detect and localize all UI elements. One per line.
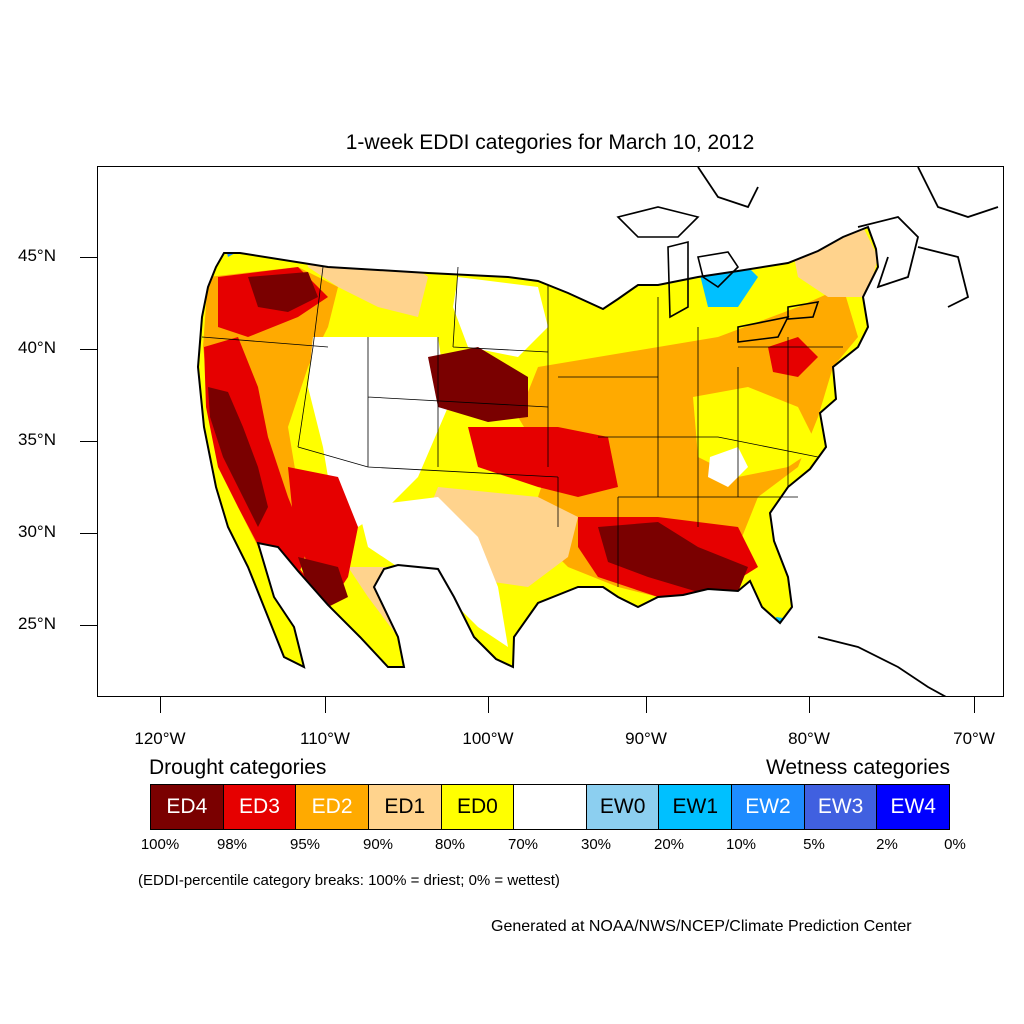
lon-tick-110 <box>325 697 326 713</box>
legend-box-ew2: EW2 <box>732 785 805 829</box>
legend-box-ed0: ED0 <box>441 785 515 829</box>
legend-box-ed4: ED4 <box>151 785 224 829</box>
fill-ed4-baja <box>298 557 348 607</box>
fill-ew0-montana <box>266 177 303 217</box>
break-label-95: 95% <box>289 836 321 853</box>
fill-neutral-upper-midwest <box>538 227 638 287</box>
lat-label-45: 45°N <box>18 246 56 265</box>
map-boundaries <box>196 167 999 696</box>
fill-ed4-oregon <box>248 272 318 312</box>
category-breaks-note: (EDDI-percentile category breaks: 100% =… <box>138 872 560 889</box>
lat-tick-40 <box>80 349 97 350</box>
break-label-30: 30% <box>580 836 612 853</box>
legend-box-ew3: EW3 <box>804 785 878 829</box>
eddi-category-fill <box>198 177 878 667</box>
credit-line: Generated at NOAA/NWS/NCEP/Climate Predi… <box>491 918 912 935</box>
fill-ed4-california <box>208 387 268 527</box>
lon-label-80: 80°W <box>788 729 830 748</box>
legend-box-neutral <box>514 785 587 829</box>
legend-box-ew4: EW4 <box>877 785 950 829</box>
lat-tick-30 <box>80 533 97 534</box>
break-label-0: 0% <box>944 836 966 853</box>
lon-tick-90 <box>646 697 647 713</box>
drought-categories-heading: Drought categories <box>149 756 327 779</box>
lon-label-70: 70°W <box>953 729 995 748</box>
legend-box-ew0: EW0 <box>586 785 660 829</box>
fill-ed4-nebraska <box>428 347 528 422</box>
lat-label-35: 35°N <box>18 430 56 449</box>
lon-label-110: 110°W <box>300 729 350 748</box>
lon-tick-80 <box>809 697 810 713</box>
fill-ed4-louisiana <box>598 522 748 592</box>
fill-ew0-maine <box>843 187 868 217</box>
cuba-coast <box>817 636 947 696</box>
lat-tick-45 <box>80 257 97 258</box>
lon-label-100: 100°W <box>462 729 514 748</box>
lat-label-40: 40°N <box>18 338 56 357</box>
fill-neutral-north-plains <box>453 277 548 357</box>
fill-ew2-washington <box>220 227 248 257</box>
lon-tick-120 <box>160 697 161 713</box>
lat-label-30: 30°N <box>18 522 56 541</box>
lon-tick-100 <box>488 697 489 713</box>
canada-coast <box>697 167 999 308</box>
legend-box-ed2: ED2 <box>296 785 369 829</box>
fill-ed3-kansas <box>468 427 618 497</box>
state-lines <box>201 266 843 587</box>
legend-box-ed3: ED3 <box>223 785 297 829</box>
break-label-80: 80% <box>434 836 466 853</box>
legend-box-ed1: ED1 <box>368 785 442 829</box>
lat-tick-35 <box>80 441 97 442</box>
lon-label-120: 120°W <box>134 729 186 748</box>
legend-box-ew1: EW1 <box>659 785 733 829</box>
break-label-2: 2% <box>876 836 898 853</box>
map-frame <box>97 166 1004 697</box>
great-lakes <box>616 206 820 343</box>
break-label-5: 5% <box>803 836 825 853</box>
break-label-70: 70% <box>507 836 539 853</box>
lon-label-90: 90°W <box>625 729 667 748</box>
lat-label-25: 25°N <box>18 614 56 633</box>
eddi-map <box>196 167 999 696</box>
map-title: 1-week EDDI categories for March 10, 201… <box>345 131 755 154</box>
lon-tick-70 <box>974 697 975 713</box>
break-label-10: 10% <box>725 836 757 853</box>
fill-ed3-arizona <box>288 467 358 607</box>
break-label-20: 20% <box>653 836 685 853</box>
lat-tick-25 <box>80 625 97 626</box>
fill-neutral-rockies <box>308 337 448 527</box>
us-coastline <box>196 225 880 669</box>
wetness-categories-heading: Wetness categories <box>765 756 950 779</box>
category-legend: ED4 ED3 ED2 ED1 ED0 EW0 EW1 EW2 EW3 EW4 <box>150 784 950 830</box>
break-label-98: 98% <box>216 836 248 853</box>
break-label-100: 100% <box>140 836 180 853</box>
break-label-90: 90% <box>362 836 394 853</box>
